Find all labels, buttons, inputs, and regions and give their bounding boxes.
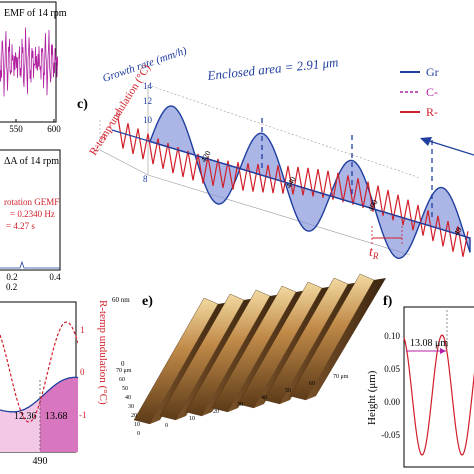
c-arrow-head [420, 137, 432, 146]
c-legend: Gr C- R- [400, 65, 439, 119]
e-x-tick: 50 [285, 388, 291, 394]
legend-entry: Gr [426, 65, 439, 79]
e-x-tick: 30 [237, 402, 243, 408]
e-z0: 0 [121, 360, 125, 368]
d-ytick: 1 [80, 325, 85, 335]
f-period-label: 13.08 μm [410, 338, 448, 349]
f-ytick: 0.00 [384, 397, 400, 407]
e-y-tick: 30 [128, 404, 134, 410]
tr-marker: tR [369, 226, 403, 261]
growth-curve [0, 376, 78, 413]
legend-entry: R- [426, 105, 438, 119]
annotation-period: = 4.27 s [6, 221, 35, 231]
xtick-label: 0.2 [6, 272, 17, 282]
panel-a-bottom-title: ΔA of 14 rpm [4, 156, 59, 167]
e-x-axis-labels: 70 μm 60 50 40 30 20 10 0 [165, 374, 349, 429]
c-arrow [425, 139, 474, 156]
rtemp-tick: -2 [92, 144, 99, 153]
e-zlabel: 60 nm [112, 296, 130, 304]
panel-a-top: EMF of 14 rpm 550 600 [0, 1, 67, 134]
area-12-36 [0, 398, 40, 452]
f-ytick: -0.05 [381, 430, 400, 440]
e-x-tick: 70 μm [333, 374, 349, 380]
e-x-tick: 0 [165, 423, 168, 429]
e-y-axis-labels: 70 μm 60 50 40 30 20 10 0 [116, 368, 140, 437]
area-label-1: 12.36 [14, 411, 37, 422]
panel-c: c) Growth rate (mm/h) R-temp undulation … [77, 45, 474, 261]
panel-e: e) 60 nm 0 70 μm 60 50 40 30 20 10 0 70 μm 60 50 4… [112, 273, 386, 437]
f-ytick: 0.05 [384, 364, 400, 374]
e-y-tick: 10 [134, 422, 140, 428]
c-dashed-markers [261, 118, 433, 220]
panel-a-top-title: EMF of 14 rpm [4, 8, 67, 19]
e-y-tick: 40 [125, 395, 131, 401]
panel-a-bottom-tick-under: 0.2 [6, 282, 17, 292]
e-y-tick: 60 [119, 377, 125, 383]
growth-ticks: 8 10 12 14 [143, 81, 153, 184]
enclosed-area-label: Enclosed area = 2.91 μm [206, 54, 339, 83]
e-x-tick: 40 [261, 395, 267, 401]
d-ytick: 0 [80, 367, 85, 377]
area-label-2: 13.68 [45, 411, 68, 422]
f-ytick: 0.10 [384, 331, 400, 341]
e-y-tick: 50 [122, 386, 128, 392]
panel-a-bottom: ΔA of 14 rpm rotation GEMF = 0.2340 Hz =… [0, 149, 61, 282]
panel-a-bottom-frame [0, 149, 61, 271]
e-y-tick: 20 [131, 413, 137, 419]
legend-entry: C- [426, 85, 438, 99]
rtemp-ticks: 0 1 -1 -2 [92, 110, 120, 153]
e-y-tick: 0 [137, 431, 140, 437]
xtick-label: 550 [9, 124, 23, 134]
panel-f-label: f) [383, 294, 393, 309]
d-ytick: -1 [79, 410, 87, 420]
d-xtick: 490 [33, 456, 48, 467]
panel-c-label: c) [77, 97, 88, 112]
annotation-freq: = 0.2340 Hz [10, 209, 55, 219]
rtemp-tick: 0 [116, 110, 120, 119]
surface-ridge-shadow [306, 278, 386, 400]
emf-series-line [0, 27, 58, 97]
growth-tick: 10 [143, 115, 153, 125]
panel-c-box [99, 84, 421, 256]
r-temp-series-line [117, 117, 469, 257]
rtemp-tick: -1 [100, 133, 107, 142]
tr-label: tR [369, 245, 379, 261]
area-13-68 [40, 377, 78, 452]
e-x-tick: 20 [213, 409, 219, 415]
growth-tick: 8 [143, 174, 148, 184]
c-xtick: 49 [452, 226, 464, 237]
panel-f: f) 13.08 μm 0.10 0.05 0.00 -0.05 Height … [366, 294, 474, 468]
xtick-label: 0.4 [49, 272, 61, 282]
e-y-tick: 70 μm [116, 368, 132, 374]
c-center-axis [111, 129, 471, 239]
rtemp-tick: 1 [108, 121, 112, 130]
annotation-rotation: rotation GEMF [4, 197, 59, 207]
panel-f-frame [403, 306, 474, 468]
e-x-tick: 60 [309, 381, 315, 387]
xtick-label: 600 [47, 124, 61, 134]
e-x-tick: 10 [189, 416, 195, 422]
height-profile-line [403, 334, 474, 456]
panel-d: 12.36 13.68 490 1 0 -1 R-temp undulation… [0, 300, 109, 467]
panel-e-label: e) [142, 294, 153, 309]
f-arrowhead [440, 348, 446, 354]
f-ylabel: Height (μm) [366, 370, 378, 425]
spectrum-line [0, 260, 60, 269]
growth-tick: 14 [143, 81, 153, 91]
surface-ridges [133, 273, 386, 425]
d-ylabel: R-temp undulation (°C) [97, 300, 109, 405]
rtemp-curve [0, 321, 78, 423]
growth-tick: 12 [143, 96, 152, 106]
